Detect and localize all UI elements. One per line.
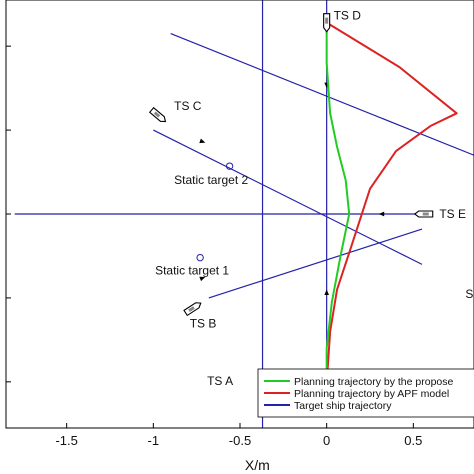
direction-arrow (324, 289, 330, 296)
ship-deck (325, 17, 329, 24)
ship-deck (422, 212, 429, 216)
target-ship-icon (183, 302, 202, 317)
static-target-marker (225, 162, 234, 170)
ship-deck (188, 306, 195, 312)
plot-area (14, 0, 474, 428)
target-ship-label: TS E (439, 207, 466, 221)
target-trajectory-line (153, 129, 423, 265)
legend-entry: Target ship trajectory (294, 400, 392, 412)
x-tick-label: 0.5 (404, 433, 422, 448)
static-target-label: Stat (465, 287, 474, 301)
static-target-label: Static target 1 (155, 263, 229, 277)
legend: Planning trajectory by the proposePlanni… (257, 368, 474, 418)
apf-trajectory-line (325, 21, 458, 384)
target-ship-label: TS B (190, 316, 217, 330)
x-tick-label: -1 (148, 433, 160, 448)
target-ship-icon (148, 106, 167, 123)
target-trajectory-line (170, 33, 474, 156)
x-tick-label: -0.5 (229, 433, 251, 448)
direction-arrow (199, 138, 206, 144)
target-ship-label: TS D (334, 8, 362, 22)
static-target-label: Static target 2 (174, 173, 248, 187)
x-tick-label: 0 (323, 433, 330, 448)
legend-entry: Planning trajectory by APF model (294, 388, 449, 400)
x-tick-label: -1.5 (55, 433, 77, 448)
target-ship-label: TS C (174, 99, 202, 113)
target-ship-label: TS A (207, 374, 233, 388)
legend-entry: Planning trajectory by the propose (294, 376, 454, 388)
proposed-trajectory-line (325, 22, 351, 384)
x-axis-label: X/m (245, 457, 270, 473)
direction-arrow (378, 211, 385, 217)
legend-box (257, 368, 474, 418)
ship-deck (153, 111, 161, 118)
target-ship-icon (323, 13, 331, 33)
direction-arrow (199, 276, 206, 282)
static-target-marker (196, 253, 204, 262)
target-trajectory-line (208, 228, 423, 299)
target-ship-icon (413, 210, 434, 218)
